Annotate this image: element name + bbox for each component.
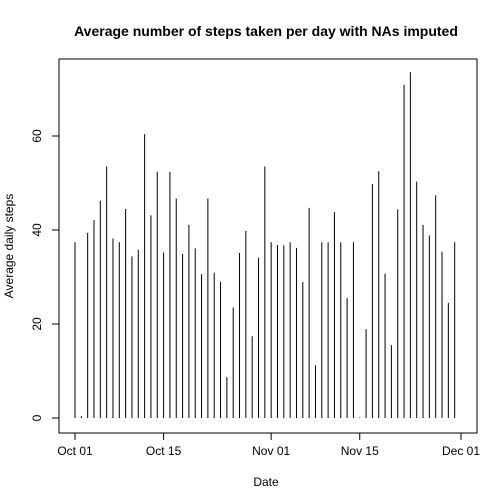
chart-title: Average number of steps taken per day wi… — [74, 23, 458, 39]
y-tick-label: 20 — [30, 317, 44, 331]
x-tick-label: Oct 15 — [146, 444, 182, 458]
y-axis: 0 20 40 60 — [30, 129, 60, 421]
x-tick-label: Nov 15 — [341, 444, 379, 458]
y-tick-label: 0 — [30, 414, 44, 421]
bars-group — [74, 72, 456, 418]
y-axis-label: Average daily steps — [2, 194, 16, 299]
plot-frame — [58, 58, 478, 434]
x-axis: Oct 01 Oct 15 Nov 01 Nov 15 Dec 01 — [57, 432, 480, 458]
x-tick-label: Dec 01 — [442, 444, 480, 458]
x-tick-label: Oct 01 — [57, 444, 93, 458]
x-axis-label: Date — [253, 475, 279, 489]
y-tick-label: 60 — [30, 129, 44, 143]
x-tick-label: Nov 01 — [252, 444, 290, 458]
y-tick-label: 40 — [30, 223, 44, 237]
